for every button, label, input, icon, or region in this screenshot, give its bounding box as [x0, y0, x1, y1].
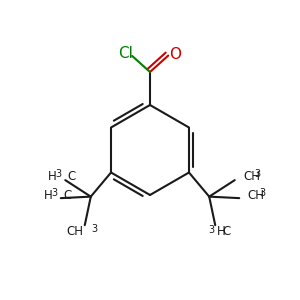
Text: CH: CH: [248, 189, 265, 202]
Text: C: C: [222, 225, 230, 238]
Text: H: H: [44, 189, 52, 202]
Text: 3: 3: [92, 224, 98, 234]
Text: C: C: [63, 189, 71, 202]
Text: 3: 3: [259, 188, 265, 197]
Text: C: C: [68, 170, 76, 183]
Text: Cl: Cl: [118, 46, 133, 61]
Text: H: H: [217, 225, 226, 238]
Text: CH: CH: [66, 225, 83, 238]
Text: 3: 3: [56, 169, 62, 179]
Text: 3: 3: [208, 225, 214, 235]
Text: CH: CH: [243, 170, 260, 183]
Text: 3: 3: [51, 188, 57, 197]
Text: O: O: [169, 46, 181, 62]
Text: H: H: [48, 170, 57, 183]
Text: 3: 3: [254, 169, 261, 179]
